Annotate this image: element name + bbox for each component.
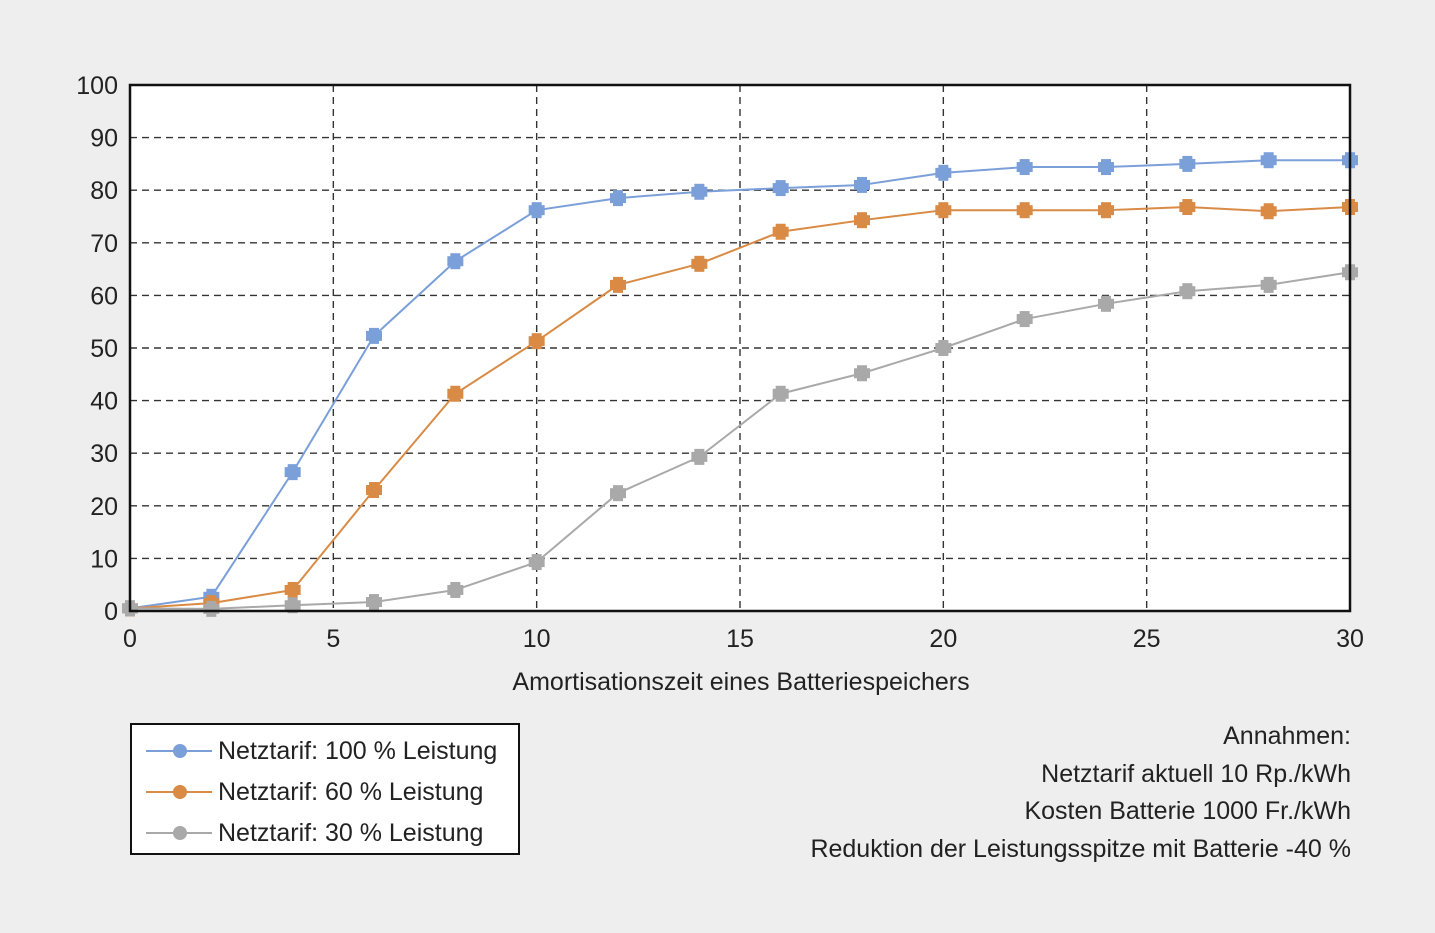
x-tick-label: 0: [123, 625, 137, 653]
data-point-marker: [450, 385, 461, 402]
data-point-marker: [775, 180, 786, 197]
y-tick-label: 40: [90, 388, 118, 416]
data-point-marker: [694, 183, 705, 200]
plot-border: [128, 83, 1352, 613]
data-point-marker: [1263, 276, 1274, 293]
x-tick-label: 25: [1133, 625, 1161, 653]
series-line: [129, 206, 1351, 610]
x-tick-label: 10: [523, 625, 551, 653]
data-point-marker: [857, 176, 867, 193]
data-point-marker: [613, 485, 623, 502]
x-tick-label: 15: [726, 625, 754, 653]
x-tick-label: 20: [929, 625, 957, 653]
legend-item-30: Netztarif: 30 % Leistung: [132, 813, 518, 853]
legend-marker-icon: [146, 813, 212, 853]
legend-marker-icon: [146, 772, 212, 812]
legend-dot: [173, 744, 187, 758]
data-point-marker: [775, 223, 786, 240]
y-axis-ticks: 0 10 20 30 40 50 60 70 80 90 100: [76, 72, 118, 626]
line-chart: 0 10 20 30 40 50 60 70 80 90 100 0 5 10 15 20 25 30 Amor…: [76, 72, 1364, 696]
legend-label: Netztarif: 60 % Leistung: [218, 777, 484, 806]
data-point-marker: [1019, 159, 1030, 176]
data-point-marker: [775, 385, 786, 402]
legend-label: Netztarif: 100 % Leistung: [218, 736, 498, 765]
data-point-marker: [613, 190, 623, 207]
y-tick-label: 0: [104, 598, 118, 626]
data-point-marker: [1182, 199, 1193, 216]
legend-dot: [173, 785, 187, 799]
data-point-marker: [694, 448, 705, 465]
x-axis-title: Amortisationszeit eines Batteriespeicher…: [512, 668, 969, 696]
data-point-marker: [287, 597, 298, 614]
data-point-marker: [857, 365, 867, 382]
data-point-marker: [1263, 203, 1274, 220]
data-point-marker: [369, 327, 379, 344]
data-point-marker: [938, 340, 949, 356]
data-point-marker: [857, 212, 867, 229]
data-point-marker: [450, 253, 461, 270]
data-point-marker: [206, 600, 217, 617]
data-point-marker: [1101, 202, 1111, 219]
data-point-marker: [1101, 159, 1111, 176]
data-point-marker: [531, 202, 542, 219]
data-point-marker: [1263, 152, 1274, 169]
data-point-marker: [694, 255, 705, 272]
x-axis-ticks: 0 5 10 15 20 25 30: [123, 625, 1364, 653]
y-tick-label: 10: [90, 545, 118, 573]
data-point-marker: [287, 464, 298, 481]
series-layer: [122, 152, 1358, 617]
data-point-marker: [938, 202, 949, 219]
notes-line: Netztarif aktuell 10 Rp./kWh: [1041, 759, 1351, 788]
data-point-marker: [369, 482, 379, 499]
y-tick-label: 100: [76, 72, 118, 100]
y-tick-label: 20: [90, 493, 118, 521]
data-point-marker: [938, 164, 949, 181]
notes-heading: Annahmen:: [1223, 722, 1351, 750]
series-line: [129, 271, 1351, 610]
data-point-marker: [613, 276, 623, 293]
data-point-marker: [450, 581, 461, 598]
legend-item-60: Netztarif: 60 % Leistung: [132, 772, 518, 812]
notes-line: Kosten Batterie 1000 Fr./kWh: [1024, 797, 1351, 825]
data-point-marker: [1019, 202, 1030, 219]
legend-label: Netztarif: 30 % Leistung: [218, 818, 484, 847]
data-point-marker: [1019, 311, 1030, 328]
y-tick-label: 30: [90, 440, 118, 468]
y-tick-label: 90: [90, 125, 118, 153]
x-tick-label: 5: [326, 625, 340, 653]
legend-dot: [173, 826, 187, 840]
y-tick-label: 60: [90, 282, 118, 310]
legend: Netztarif: 100 % Leistung Netztarif: 60 …: [130, 723, 520, 855]
legend-item-100: Netztarif: 100 % Leistung: [132, 731, 518, 771]
notes-line: Reduktion der Leistungsspitze mit Batter…: [810, 834, 1351, 863]
data-point-marker: [531, 333, 542, 350]
y-tick-label: 70: [90, 230, 118, 258]
y-tick-label: 80: [90, 177, 118, 205]
series-line: [129, 159, 1350, 610]
data-point-marker: [531, 554, 542, 571]
data-point-marker: [369, 594, 379, 611]
data-point-marker: [1182, 155, 1193, 172]
data-point-marker: [1182, 283, 1193, 300]
x-tick-label: 30: [1336, 625, 1364, 653]
assumptions-notes: Annahmen: Netztarif aktuell 10 Rp./kWh K…: [810, 718, 1351, 868]
y-tick-label: 50: [90, 335, 118, 363]
data-point-marker: [287, 581, 298, 598]
data-point-marker: [1101, 295, 1111, 312]
legend-marker-icon: [146, 731, 212, 771]
